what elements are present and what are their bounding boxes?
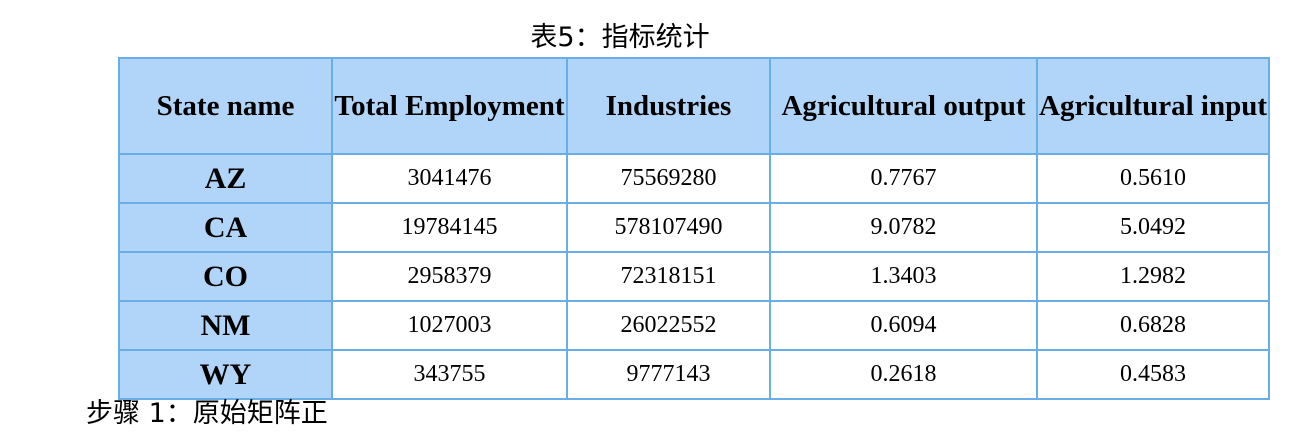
table-row: WY 343755 9777143 0.2618 0.4583: [118, 349, 1270, 400]
state-cell: CA: [118, 202, 333, 253]
state-cell: CO: [118, 251, 333, 302]
industries-cell: 75569280: [566, 153, 771, 204]
industries-cell: 26022552: [566, 300, 771, 351]
agricultural-output-cell: 0.2618: [769, 349, 1038, 400]
agricultural-input-cell: 0.6828: [1036, 300, 1270, 351]
industries-cell: 9777143: [566, 349, 771, 400]
state-cell: AZ: [118, 153, 333, 204]
agricultural-output-cell: 9.0782: [769, 202, 1038, 253]
total-employment-cell: 19784145: [331, 202, 568, 253]
agricultural-input-cell: 5.0492: [1036, 202, 1270, 253]
header-total-employment: Total Employment: [331, 57, 568, 155]
table-row: CA 19784145 578107490 9.0782 5.0492: [118, 202, 1270, 253]
agricultural-input-cell: 1.2982: [1036, 251, 1270, 302]
total-employment-cell: 3041476: [331, 153, 568, 204]
header-state-name: State name: [118, 57, 333, 155]
state-cell: NM: [118, 300, 333, 351]
table-caption: 表5：指标统计: [530, 22, 710, 53]
indicator-statistics-table: State name Total Employment Industries A…: [118, 57, 1270, 400]
industries-cell: 578107490: [566, 202, 771, 253]
agricultural-input-cell: 0.5610: [1036, 153, 1270, 204]
header-agricultural-input: Agricultural input: [1036, 57, 1270, 155]
table-row: CO 2958379 72318151 1.3403 1.2982: [118, 251, 1270, 302]
table-row: AZ 3041476 75569280 0.7767 0.5610: [118, 153, 1270, 204]
total-employment-cell: 1027003: [331, 300, 568, 351]
header-row: State name Total Employment Industries A…: [118, 57, 1270, 155]
header-agricultural-output: Agricultural output: [769, 57, 1038, 155]
state-cell: WY: [118, 349, 333, 400]
agricultural-output-cell: 0.7767: [769, 153, 1038, 204]
industries-cell: 72318151: [566, 251, 771, 302]
agricultural-output-cell: 0.6094: [769, 300, 1038, 351]
header-industries: Industries: [566, 57, 771, 155]
next-section-heading: 步骤 1：原始矩阵正: [86, 398, 328, 429]
total-employment-cell: 343755: [331, 349, 568, 400]
agricultural-input-cell: 0.4583: [1036, 349, 1270, 400]
total-employment-cell: 2958379: [331, 251, 568, 302]
table-row: NM 1027003 26022552 0.6094 0.6828: [118, 300, 1270, 351]
agricultural-output-cell: 1.3403: [769, 251, 1038, 302]
